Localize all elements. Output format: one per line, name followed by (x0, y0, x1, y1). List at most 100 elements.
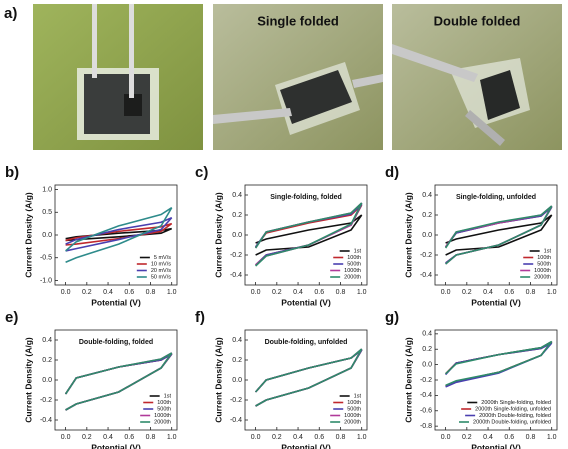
y-tick-label: 0.4 (422, 192, 432, 199)
y-tick-label: 0.0 (42, 377, 52, 384)
legend-label: 100th (537, 255, 551, 261)
legend-label: 2000th (344, 419, 361, 425)
panel-label: a) (4, 5, 17, 22)
cv-curve (445, 340, 553, 387)
y-tick-label: 0.2 (232, 357, 242, 364)
y-tick-label: -0.4 (230, 272, 242, 279)
panel-label: g) (385, 309, 399, 326)
panel-label: f) (195, 309, 205, 326)
y-tick-label: -0.2 (420, 252, 432, 259)
x-tick-label: 1.0 (547, 289, 557, 296)
x-tick-label: 0.2 (462, 434, 472, 441)
legend-label: 10 mV/s (151, 261, 171, 267)
y-tick-label: 0.0 (232, 377, 242, 384)
cv-curve (65, 207, 173, 264)
y-axis-label: Current Density (A/g) (23, 192, 33, 278)
cv-curve (254, 202, 363, 267)
cv-curve (255, 348, 363, 407)
y-tick-label: -0.5 (40, 255, 52, 262)
y-tick-label: 0.4 (232, 192, 242, 199)
x-tick-label: 0.6 (504, 434, 514, 441)
x-tick-label: 0.6 (124, 289, 134, 296)
legend-label: 1st (354, 248, 362, 254)
x-tick-label: 0.8 (336, 289, 346, 296)
y-tick-label: -0.2 (230, 397, 242, 404)
x-axis-label: Potential (V) (281, 297, 331, 307)
y-axis-label: Current Density (A/g) (403, 192, 413, 278)
y-axis-label: Current Density (A/g) (23, 337, 33, 423)
x-tick-label: 0.2 (272, 289, 282, 296)
y-axis-label: Current Density (A/g) (403, 337, 413, 423)
y-tick-label: 0.0 (422, 361, 432, 368)
cv-curve (444, 205, 553, 265)
cv-curve (64, 352, 173, 411)
x-tick-label: 0.0 (251, 289, 261, 296)
y-tick-label: -0.2 (40, 397, 52, 404)
x-tick-label: 0.6 (124, 434, 134, 441)
y-tick-label: 0.2 (42, 357, 52, 364)
cv-curve (64, 353, 173, 411)
cv-curve (444, 205, 553, 265)
y-tick-label: 0.0 (232, 232, 242, 239)
x-tick-label: 0.0 (441, 434, 451, 441)
y-tick-label: -0.2 (230, 252, 242, 259)
legend-label: 1000th (344, 413, 361, 419)
x-tick-label: 1.0 (167, 434, 177, 441)
x-axis-label: Potential (V) (91, 442, 141, 449)
y-tick-label: -0.4 (420, 392, 432, 399)
legend-label: 1st (164, 393, 172, 399)
x-tick-label: 0.4 (103, 289, 113, 296)
x-tick-label: 0.0 (441, 289, 451, 296)
x-tick-label: 0.4 (483, 434, 493, 441)
panel-label: b) (5, 164, 19, 181)
x-tick-label: 0.8 (526, 289, 536, 296)
legend-label: 1000th (534, 268, 551, 274)
cv-curve (64, 353, 173, 411)
x-tick-label: 0.8 (146, 289, 156, 296)
x-axis-label: Potential (V) (471, 442, 521, 449)
x-tick-label: 0.0 (61, 434, 71, 441)
legend-label: 1000th (154, 413, 171, 419)
x-tick-label: 1.0 (357, 434, 367, 441)
y-tick-label: 0.2 (422, 346, 432, 353)
legend-label: 1st (354, 393, 362, 399)
plot-title: Single-folding, unfolded (456, 194, 536, 201)
y-tick-label: 0.0 (422, 232, 432, 239)
x-tick-label: 0.6 (314, 434, 324, 441)
photo (213, 4, 383, 150)
y-tick-label: 0.4 (42, 337, 52, 344)
cv-curve (254, 202, 363, 266)
legend-label: 100th (347, 400, 361, 406)
plot-title: Single-folding, folded (270, 194, 342, 201)
photo (392, 4, 562, 150)
photo-caption: Double folded (434, 13, 521, 28)
plot-title: Double-folding, unfolded (265, 339, 348, 346)
y-tick-label: 0.2 (232, 212, 242, 219)
x-tick-label: 0.4 (483, 289, 493, 296)
legend-label: 500th (157, 406, 171, 412)
x-tick-label: 0.2 (272, 434, 282, 441)
x-tick-label: 1.0 (547, 434, 557, 441)
legend-label: 500th (347, 261, 361, 267)
y-tick-label: -0.4 (420, 272, 432, 279)
legend-label: 1000th (344, 268, 361, 274)
legend-label: 100th (157, 400, 171, 406)
y-tick-label: -0.4 (230, 417, 242, 424)
y-tick-label: 0.4 (232, 337, 242, 344)
legend-label: 2000th (534, 274, 551, 280)
panel-label: d) (385, 164, 399, 181)
legend-label: 2000th Single-folding, folded (481, 400, 551, 406)
x-axis-label: Potential (V) (281, 442, 331, 449)
cv-curve (255, 348, 363, 407)
y-tick-label: -0.4 (40, 417, 52, 424)
x-tick-label: 0.0 (251, 434, 261, 441)
y-tick-label: -0.8 (420, 423, 432, 430)
cv-curve (254, 203, 363, 266)
legend-label: 5 mV/s (154, 255, 171, 261)
x-tick-label: 1.0 (167, 289, 177, 296)
legend-label: 20 mV/s (151, 268, 171, 274)
x-tick-label: 0.2 (82, 434, 92, 441)
y-tick-label: 1.0 (42, 186, 52, 193)
panel-label: c) (195, 164, 208, 181)
